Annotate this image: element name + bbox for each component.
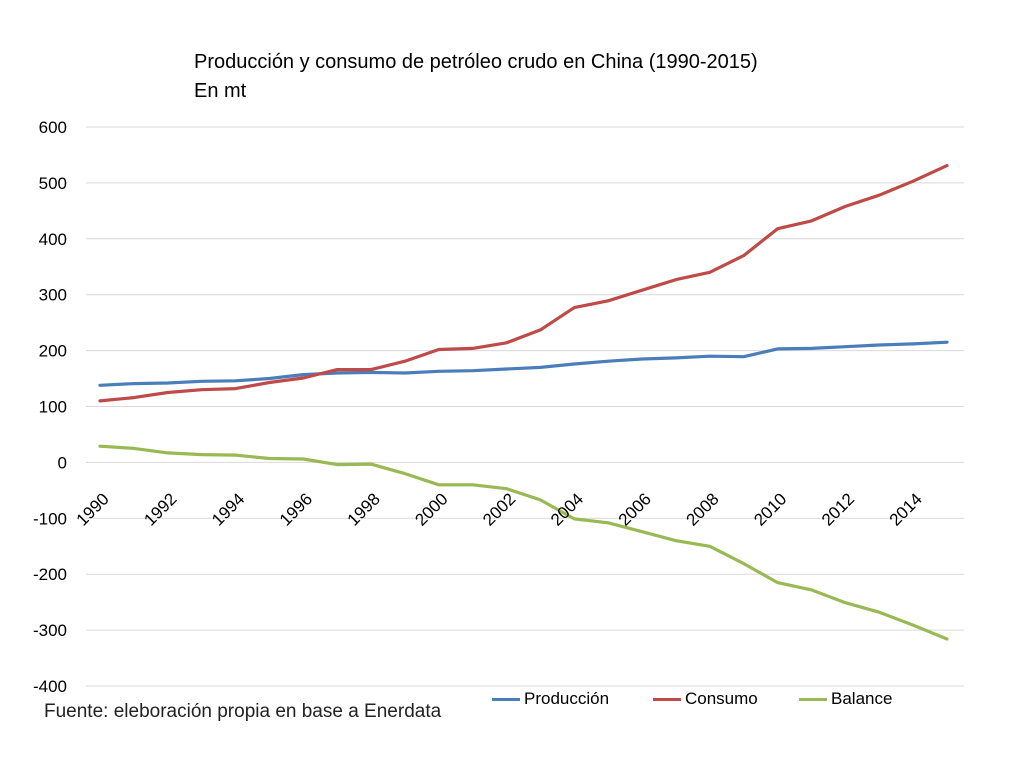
x-tick-label: 2000 — [411, 489, 451, 529]
legend-swatch-balance — [799, 697, 827, 701]
series-line-balance — [98, 444, 949, 641]
x-tick-label: 2014 — [886, 489, 926, 529]
legend-label-produccion: Producción — [524, 689, 610, 708]
x-tick-label: 2008 — [682, 489, 722, 529]
legend-swatch-consumo — [653, 697, 681, 701]
x-tick-label: 1994 — [208, 489, 248, 529]
y-tick-label: 600 — [39, 118, 67, 137]
y-tick-label: -200 — [33, 565, 67, 584]
y-tick-label: 100 — [39, 398, 67, 417]
x-tick-label: 2012 — [818, 489, 858, 529]
y-tick-label: -100 — [33, 509, 67, 528]
x-axis-tick-labels: 1990 1992 1994 1996 1998 2000 2002 2004 2006 2008… — [73, 489, 926, 529]
legend-item-consumo: Consumo — [653, 689, 758, 709]
y-tick-label: 400 — [39, 230, 67, 249]
y-tick-label: -300 — [33, 621, 67, 640]
source-note: Fuente: eleboración propia en base a Ene… — [44, 701, 442, 722]
x-tick-label: 1996 — [276, 489, 316, 529]
legend-label-balance: Balance — [831, 689, 893, 708]
x-tick-label: 2004 — [547, 489, 587, 529]
legend-swatch-produccion — [492, 697, 520, 701]
y-tick-label: -400 — [33, 677, 67, 696]
y-tick-label: 0 — [58, 453, 67, 472]
x-tick-label: 2006 — [615, 489, 655, 529]
chart-subtitle: En mt — [194, 80, 247, 102]
gridlines — [86, 126, 964, 687]
y-tick-label: 500 — [39, 174, 67, 193]
legend-label-consumo: Consumo — [685, 689, 758, 708]
series-line-producción — [98, 340, 949, 387]
y-tick-label: 300 — [39, 286, 67, 305]
x-tick-label: 2010 — [750, 489, 790, 529]
x-tick-label: 1990 — [73, 489, 113, 529]
series-line-consumo — [98, 164, 949, 403]
series-lines — [98, 164, 949, 641]
y-tick-label: 200 — [39, 342, 67, 361]
x-tick-label: 1998 — [344, 489, 384, 529]
chart-title: Producción y consumo de petróleo crudo e… — [194, 51, 758, 73]
y-axis-tick-labels: -400 -300 -200 -100 0 100 200 300 400 500 600 — [33, 118, 67, 696]
legend-item-produccion: Producción — [492, 689, 609, 709]
legend-item-balance: Balance — [799, 689, 892, 709]
x-tick-label: 2002 — [479, 489, 519, 529]
x-tick-label: 1992 — [140, 489, 180, 529]
